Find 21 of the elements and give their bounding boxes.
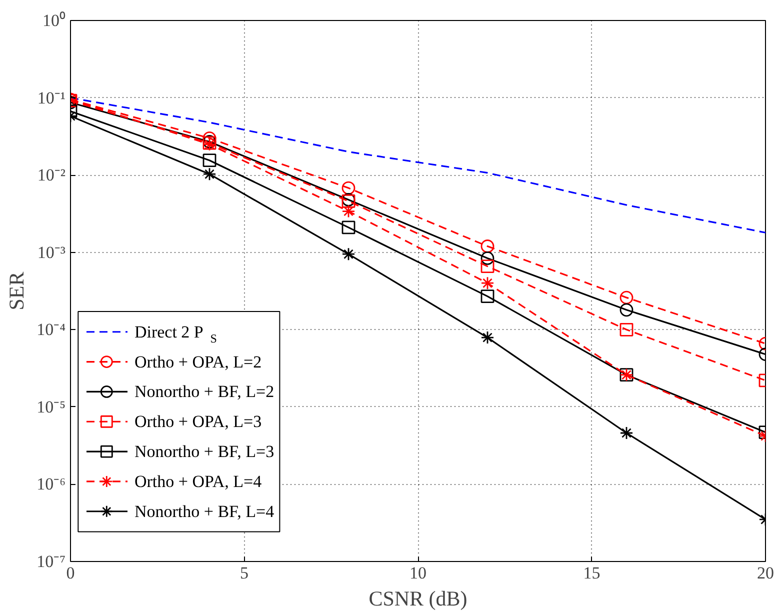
legend-label: Ortho + OPA, L=2 bbox=[134, 352, 262, 372]
y-tick-label: 10⁻⁶ bbox=[36, 474, 66, 494]
y-tick-label: 10⁻⁷ bbox=[36, 552, 66, 571]
x-tick-label: 5 bbox=[240, 564, 248, 582]
y-tick-label: 10⁻⁵ bbox=[36, 397, 66, 416]
y-tick-label: 10⁰ bbox=[42, 11, 66, 30]
x-tick-label: 10 bbox=[410, 564, 426, 582]
y-tick-label: 10⁻⁴ bbox=[36, 320, 66, 340]
y-tick-label: 10⁻³ bbox=[37, 242, 66, 262]
x-tick-label: 15 bbox=[583, 564, 600, 582]
y-tick-label: 10⁻¹ bbox=[37, 88, 66, 108]
legend-label: Nonortho + BF, L=4 bbox=[134, 502, 275, 521]
y-axis-title: SER bbox=[4, 272, 29, 310]
x-axis-title: CSNR (dB) bbox=[368, 586, 468, 610]
legend-label: Nonortho + BF, L=2 bbox=[134, 382, 274, 402]
x-tick-label: 0 bbox=[66, 564, 75, 582]
legend-label: Ortho + OPA, L=4 bbox=[134, 472, 262, 491]
x-tick-label: 20 bbox=[757, 564, 774, 582]
legend-label: Nonortho + BF, L=3 bbox=[134, 442, 274, 462]
y-tick-label: 10⁻² bbox=[37, 166, 66, 185]
legend-label: Ortho + OPA, L=3 bbox=[134, 412, 262, 432]
